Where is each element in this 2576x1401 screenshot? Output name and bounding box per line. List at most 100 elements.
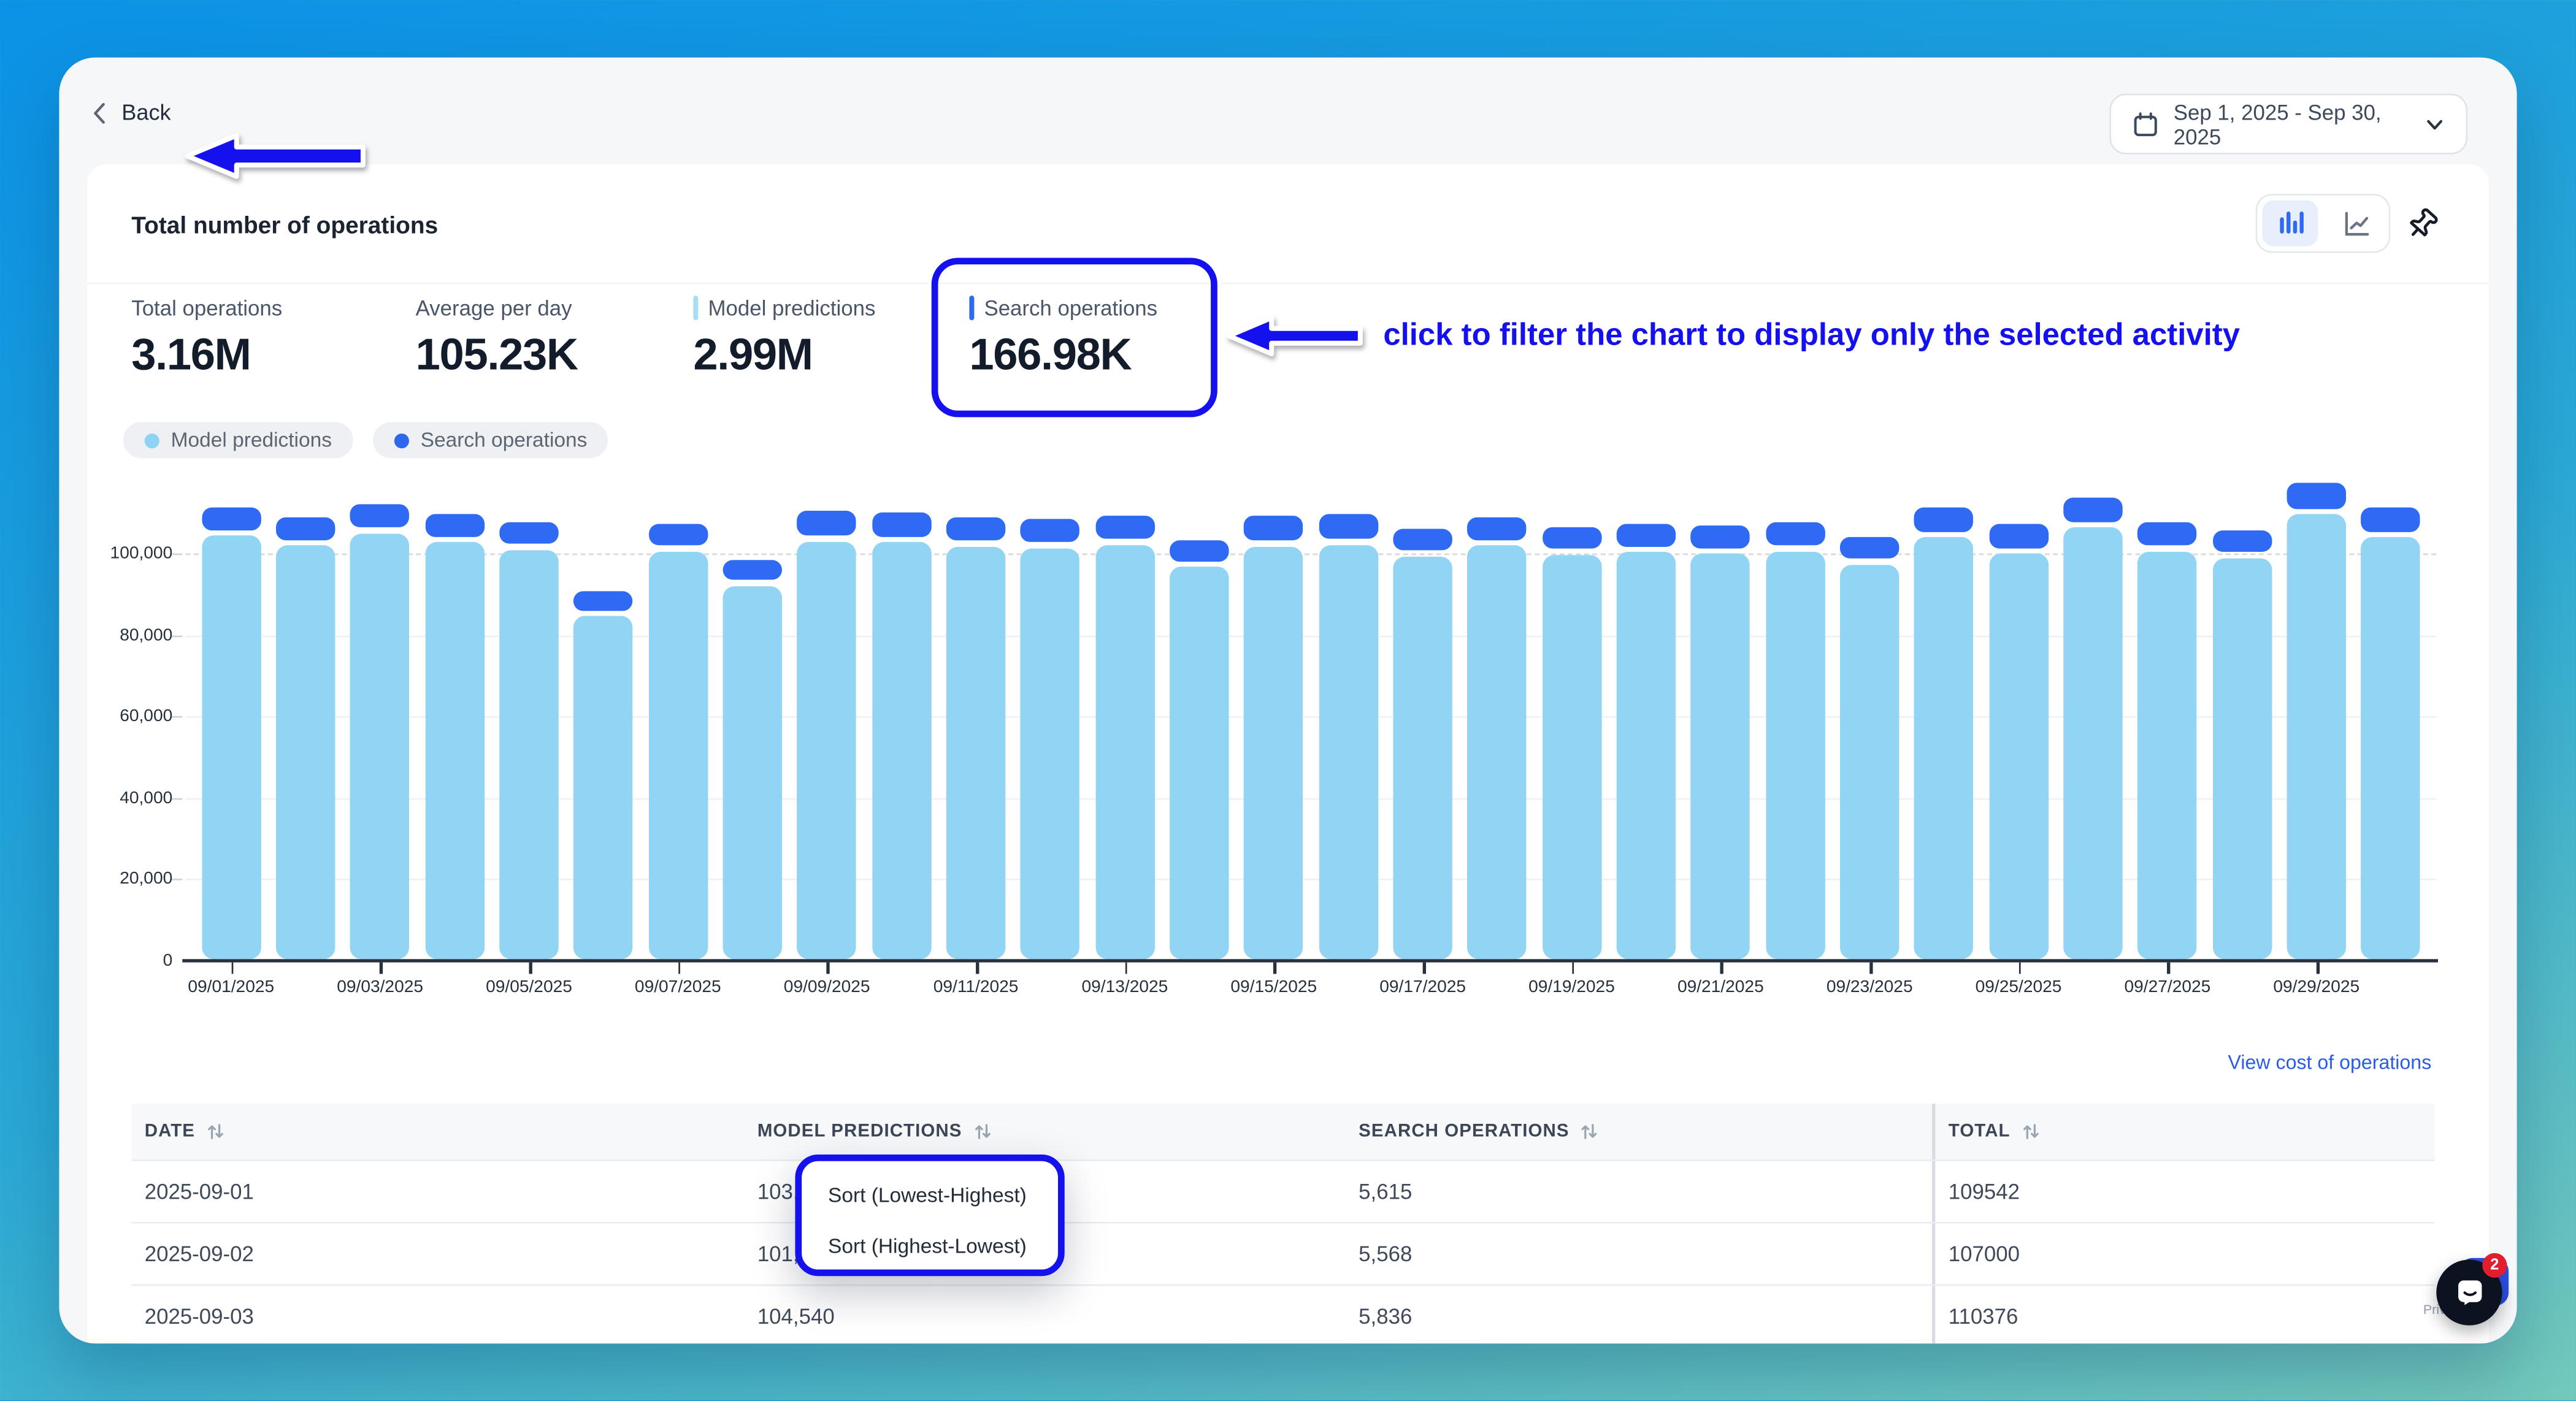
bar-model-predictions[interactable] xyxy=(1542,554,1601,960)
bar-model-predictions[interactable] xyxy=(872,542,931,960)
bar-model-predictions[interactable] xyxy=(797,541,857,960)
bar-model-predictions[interactable] xyxy=(723,586,782,960)
bar-search-operations[interactable] xyxy=(1988,524,2049,548)
back-label: Back xyxy=(121,100,171,125)
stat-label: Total operations xyxy=(131,296,283,321)
bar-search-operations[interactable] xyxy=(946,517,1006,541)
app-panel: Back Sep 1, 2025 - Sep 30, 2025 Total nu… xyxy=(59,57,2517,1344)
bar-search-operations[interactable] xyxy=(2361,506,2421,532)
bar-search-operations[interactable] xyxy=(1914,508,1974,532)
bar-search-operations[interactable] xyxy=(1170,539,1229,562)
bar-model-predictions[interactable] xyxy=(275,546,335,960)
bar-model-predictions[interactable] xyxy=(350,533,410,960)
bar-search-operations[interactable] xyxy=(1839,536,1899,559)
bar-search-operations[interactable] xyxy=(1467,516,1527,540)
bar-search-operations[interactable] xyxy=(872,512,931,537)
bar-search-operations[interactable] xyxy=(573,591,634,611)
column-header-search-operations[interactable]: SEARCH OPERATIONS xyxy=(1346,1121,1932,1142)
view-cost-link[interactable]: View cost of operations xyxy=(2228,1051,2432,1074)
bar-model-predictions[interactable] xyxy=(1244,546,1303,960)
bar-search-operations[interactable] xyxy=(1542,526,1601,549)
annotation-arrow-filter xyxy=(1226,315,1363,357)
y-tick xyxy=(171,553,183,555)
column-header-date[interactable]: DATE xyxy=(131,1121,744,1142)
bar-search-operations[interactable] xyxy=(2212,530,2272,552)
table-row[interactable]: 2025-09-01 103,927 5,615 109542 xyxy=(131,1159,2435,1222)
stat-model-predictions[interactable]: Model predictions 2.99M xyxy=(693,296,875,381)
sort-highest-lowest-option[interactable]: Sort (Highest-Lowest) xyxy=(827,1234,1027,1258)
bar-model-predictions[interactable] xyxy=(424,542,485,960)
date-range-picker[interactable]: Sep 1, 2025 - Sep 30, 2025 xyxy=(2109,93,2468,155)
divider xyxy=(86,282,2490,284)
bar-search-operations[interactable] xyxy=(1765,522,1825,546)
bar-model-predictions[interactable] xyxy=(1914,537,1974,960)
bar-search-operations[interactable] xyxy=(1095,516,1155,540)
date-range-value: Sep 1, 2025 - Sep 30, 2025 xyxy=(2173,99,2382,149)
bar-model-predictions[interactable] xyxy=(1170,567,1229,960)
bar-model-predictions[interactable] xyxy=(1616,552,1676,960)
cell-model-predictions: 104,540 xyxy=(757,1304,835,1329)
back-button[interactable]: Back xyxy=(92,100,171,125)
bar-model-predictions[interactable] xyxy=(2137,551,2198,960)
bar-search-operations[interactable] xyxy=(1393,529,1452,551)
bar-model-predictions[interactable] xyxy=(1839,565,1899,960)
stat-search-operations[interactable]: Search operations 166.98K xyxy=(969,296,1157,381)
x-axis-label: 09/15/2025 xyxy=(1230,977,1317,997)
table-row[interactable]: 2025-09-03 104,540 5,836 110376 xyxy=(131,1284,2435,1344)
bar-model-predictions[interactable] xyxy=(1988,554,2049,960)
bar-model-predictions[interactable] xyxy=(1467,545,1527,960)
pin-button[interactable] xyxy=(2404,207,2440,243)
gridline xyxy=(185,553,2437,555)
column-header-model-predictions[interactable]: MODEL PREDICTIONS xyxy=(744,1121,1345,1142)
x-axis-label: 09/01/2025 xyxy=(188,977,275,997)
bar-search-operations[interactable] xyxy=(723,560,782,581)
legend-chip-search-operations[interactable]: Search operations xyxy=(372,422,609,459)
x-axis-label: 09/07/2025 xyxy=(634,977,721,997)
bar-model-predictions[interactable] xyxy=(1021,548,1080,960)
x-tick xyxy=(678,962,681,974)
bar-model-predictions[interactable] xyxy=(1318,544,1378,960)
bar-model-predictions[interactable] xyxy=(499,550,559,960)
bar-chart-icon xyxy=(2280,211,2304,234)
bar-model-predictions[interactable] xyxy=(2287,514,2346,960)
column-header-total[interactable]: TOTAL xyxy=(1931,1103,2435,1160)
bar-search-operations[interactable] xyxy=(2137,522,2198,546)
bar-model-predictions[interactable] xyxy=(1765,551,1825,960)
cell-total: 110376 xyxy=(1931,1286,2435,1344)
bar-chart-view-button[interactable] xyxy=(2262,200,2318,246)
bar-model-predictions[interactable] xyxy=(2361,537,2421,960)
x-tick xyxy=(1124,962,1127,974)
cell-total: 109542 xyxy=(1931,1161,2435,1222)
line-chart-view-button[interactable] xyxy=(2328,200,2384,246)
bar-search-operations[interactable] xyxy=(201,507,261,530)
bar-model-predictions[interactable] xyxy=(1393,556,1452,960)
sort-lowest-highest-option[interactable]: Sort (Lowest-Highest) xyxy=(827,1183,1027,1207)
legend-chip-model-predictions[interactable]: Model predictions xyxy=(123,422,353,459)
bar-model-predictions[interactable] xyxy=(946,546,1006,960)
bar-search-operations[interactable] xyxy=(1691,525,1750,549)
bar-model-predictions[interactable] xyxy=(1095,544,1155,960)
bar-search-operations[interactable] xyxy=(350,503,410,528)
chart-type-toggle xyxy=(2255,194,2391,253)
bar-model-predictions[interactable] xyxy=(648,551,708,960)
bar-model-predictions[interactable] xyxy=(2063,527,2123,960)
bar-search-operations[interactable] xyxy=(797,511,857,536)
bar-search-operations[interactable] xyxy=(1244,516,1303,541)
cell-date: 2025-09-01 xyxy=(144,1179,254,1204)
bar-search-operations[interactable] xyxy=(2063,497,2123,522)
table-row[interactable]: 2025-09-02 101,432 5,568 107000 xyxy=(131,1221,2435,1285)
bar-model-predictions[interactable] xyxy=(201,535,261,960)
bar-model-predictions[interactable] xyxy=(573,616,634,960)
bar-model-predictions[interactable] xyxy=(2212,557,2272,960)
bar-search-operations[interactable] xyxy=(1021,519,1080,543)
bar-search-operations[interactable] xyxy=(424,513,485,537)
bar-search-operations[interactable] xyxy=(275,517,335,541)
bar-search-operations[interactable] xyxy=(499,521,559,544)
bar-search-operations[interactable] xyxy=(1318,514,1378,539)
bar-search-operations[interactable] xyxy=(2287,483,2346,509)
legend-label: Model predictions xyxy=(171,429,332,452)
bar-search-operations[interactable] xyxy=(648,524,708,546)
bar-model-predictions[interactable] xyxy=(1691,554,1750,960)
x-axis-label: 09/21/2025 xyxy=(1677,977,1764,997)
bar-search-operations[interactable] xyxy=(1616,524,1676,547)
